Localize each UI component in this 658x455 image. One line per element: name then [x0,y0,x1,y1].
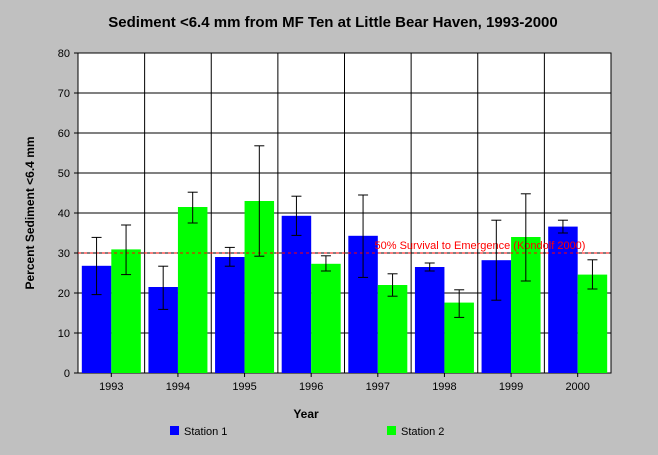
y-axis-label: Percent Sediment <6.4 mm [23,136,37,289]
legend-label-1: Station 1 [184,426,227,438]
x-axis-label: Year [293,407,319,421]
error-bar [91,236,102,296]
x-tick-label: 1996 [299,381,323,393]
x-tick-label: 1995 [232,381,256,393]
error-bar [557,219,568,234]
y-tick-label: 60 [58,128,70,140]
bar-station-1-1996 [281,215,312,373]
y-tick-label: 30 [58,248,70,260]
legend-label-2: Station 2 [401,426,444,438]
bar-station-1-1998 [414,267,445,373]
error-bar [520,193,531,282]
y-tick-label: 0 [64,368,70,380]
error-bar [358,194,369,278]
error-bar [254,145,265,257]
chart-title: Sediment <6.4 mm from MF Ten at Little B… [108,14,557,31]
legend-swatch-2 [387,426,396,435]
x-tick-label: 1997 [366,381,390,393]
y-tick-label: 70 [58,88,70,100]
bar-station-2-2000 [577,274,608,373]
bar-station-2-1997 [377,285,408,373]
error-bar [587,259,598,290]
error-bar-layer [91,145,598,318]
error-bar [121,224,132,276]
error-bar [158,265,169,310]
error-bar [454,289,465,318]
reference-line-label: 50% Survival to Emergence (Kondolf 2000) [375,240,586,252]
y-tick-label: 20 [58,288,70,300]
bar-station-1-1995 [215,257,245,373]
error-bar [491,219,502,301]
error-bar [187,191,198,224]
bar-station-1-2000 [548,226,578,373]
error-bar [424,262,435,272]
legend: Station 1 Station 2 [170,426,444,438]
error-bar [224,246,235,267]
reference-layer: 50% Survival to Emergence (Kondolf 2000) [78,240,611,254]
x-tick-label: 1998 [432,381,456,393]
bar-station-2-1994 [177,207,208,373]
x-tick-label: 1993 [99,381,123,393]
axis-layer: 0 10 20 30 40 50 60 70 80 1993 1994 1995 1996 1997 199… [58,48,590,393]
y-tick-label: 50 [58,168,70,180]
error-bar [387,273,398,297]
error-bar [291,195,302,236]
legend-swatch-1 [170,426,179,435]
y-tick-label: 10 [58,328,70,340]
x-tick-label: 1999 [499,381,523,393]
x-tick-label: 2000 [565,381,589,393]
bar-station-2-1996 [311,263,341,373]
error-bar [320,255,331,272]
y-tick-label: 80 [58,48,70,60]
x-tick-label: 1994 [166,381,190,393]
y-tick-label: 40 [58,208,70,220]
